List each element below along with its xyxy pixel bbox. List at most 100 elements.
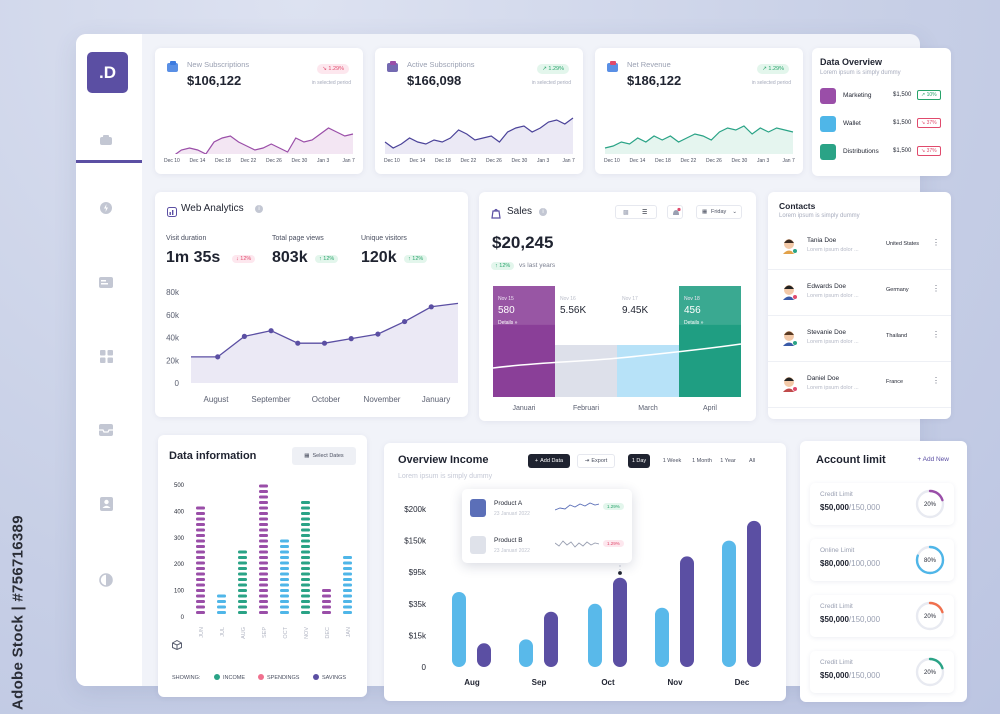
- oi-bar-series2[interactable]: [680, 556, 694, 667]
- oi-bar-series2[interactable]: [544, 611, 558, 667]
- di-bar-segment: [196, 534, 205, 537]
- tooltip-product-row: Product A 23 Januari 2022 1.29%: [470, 497, 626, 525]
- contact-row[interactable]: Stevanie Doe Lorem ipsum dolor ... Thail…: [768, 318, 951, 362]
- grid-view-icon[interactable]: ▩: [623, 210, 629, 216]
- wa-point[interactable]: [348, 336, 354, 342]
- di-bar[interactable]: [301, 501, 310, 614]
- more-options-icon[interactable]: ⋮: [932, 284, 940, 293]
- account-limit-item[interactable]: Credit Limit $50,000/150,000 20%: [810, 483, 954, 525]
- contacts-icon[interactable]: [98, 496, 114, 512]
- inbox-icon[interactable]: [98, 422, 114, 438]
- kpi-card-net-revenue[interactable]: Net Revenue $186,122 ↗ 1.29% in selected…: [595, 48, 803, 174]
- di-bar[interactable]: [259, 484, 268, 615]
- view-toggle[interactable]: ▩ ☰: [615, 205, 657, 219]
- oi-bar-series1[interactable]: [722, 540, 736, 667]
- wa-point[interactable]: [428, 304, 434, 310]
- account-limit-item[interactable]: Credit Limit $50,000/150,000 20%: [810, 595, 954, 637]
- oi-bar-series1[interactable]: [519, 639, 533, 667]
- sales-month-label: Februari: [573, 405, 600, 412]
- contact-row[interactable]: Tania Doe Lorem ipsum dolor ... United S…: [768, 226, 951, 270]
- di-bar[interactable]: [280, 539, 289, 615]
- di-bar[interactable]: [196, 506, 205, 615]
- sales-bar[interactable]: Nov 17 9.45K: [617, 296, 679, 397]
- di-bar-segment: [217, 611, 226, 614]
- contact-row[interactable]: Edwards Doe Lorem ipsum dolor ... German…: [768, 272, 951, 316]
- account-limit-item[interactable]: Online Limit $80,000/100,000 80%: [810, 539, 954, 581]
- data-overview-item[interactable]: Distributions $1,500 ↘ 37%: [820, 142, 943, 162]
- kpi-card-new-subscriptions[interactable]: New Subscriptions $106,122 ↘ 1.29% in se…: [155, 48, 363, 174]
- legend-item[interactable]: SAVINGS: [313, 674, 346, 681]
- contact-row[interactable]: Daniel Doe Lorem ipsum dolor ... France …: [768, 364, 951, 408]
- account-limit-item[interactable]: Credit Limit $50,000/150,000 20%: [810, 651, 954, 693]
- card-icon[interactable]: [98, 274, 114, 290]
- oi-bar-series1[interactable]: [588, 603, 602, 667]
- data-overview-item[interactable]: Wallet $1,500 ↘ 37%: [820, 114, 943, 134]
- document-icon: [470, 536, 486, 554]
- sales-bar-details-link[interactable]: Details »: [498, 320, 518, 326]
- data-overview-badge: ↘ 37%: [917, 146, 941, 156]
- oi-bar-series2[interactable]: [747, 520, 761, 667]
- stat-value: 803k: [272, 249, 308, 266]
- day-dropdown[interactable]: Friday ▦ ⌄: [696, 205, 742, 219]
- more-options-icon[interactable]: ⋮: [932, 238, 940, 247]
- di-bar-segment: [217, 594, 226, 598]
- legend-item[interactable]: INCOME: [214, 674, 245, 681]
- add-data-button[interactable]: + Add Data: [528, 454, 570, 468]
- wa-point[interactable]: [375, 331, 381, 337]
- di-bar-segment: [259, 605, 268, 609]
- sales-bar[interactable]: Nov 18 456 Details »: [679, 286, 741, 397]
- di-bar-segment: [196, 528, 205, 532]
- range-1-day-tab[interactable]: 1 Day: [628, 454, 650, 468]
- wa-point[interactable]: [268, 328, 274, 334]
- range-1-month-tab[interactable]: 1 Month: [692, 458, 712, 464]
- select-dates-button[interactable]: ▦ Select Dates: [292, 447, 356, 465]
- di-bar[interactable]: [343, 556, 352, 614]
- more-options-icon[interactable]: ⋮: [932, 330, 940, 339]
- legend-item[interactable]: SPENDINGS: [258, 674, 299, 681]
- di-bar-segment: [196, 600, 205, 603]
- oi-bar-series2[interactable]: [477, 643, 491, 667]
- sales-bar-fill[interactable]: [555, 345, 617, 397]
- sales-bar[interactable]: Nov 16 5.56K: [555, 296, 617, 397]
- add-new-link[interactable]: + Add New: [917, 456, 949, 463]
- di-bar-segment: [196, 517, 205, 521]
- wa-point[interactable]: [215, 354, 221, 360]
- di-bar[interactable]: [217, 594, 226, 615]
- app-logo[interactable]: .D: [87, 52, 128, 93]
- sales-bar-fill[interactable]: [493, 286, 555, 397]
- di-bar[interactable]: [238, 550, 247, 615]
- theme-toggle-icon[interactable]: [98, 572, 114, 588]
- wa-point[interactable]: [241, 333, 247, 339]
- widgets-icon[interactable]: [98, 348, 114, 364]
- di-bar[interactable]: [322, 589, 331, 614]
- watermark-text: Adobe Stock | #756716389: [9, 515, 27, 710]
- oi-bar-series1[interactable]: [655, 607, 669, 667]
- oi-bar-series2[interactable]: [613, 577, 627, 667]
- info-icon[interactable]: i: [539, 208, 547, 216]
- range-1-week-tab[interactable]: 1 Week: [662, 458, 682, 464]
- oi-bar-series1[interactable]: [452, 591, 466, 667]
- flash-icon[interactable]: [98, 200, 114, 216]
- more-options-icon[interactable]: ⋮: [932, 376, 940, 385]
- sales-bar-details-link[interactable]: Details »: [684, 320, 704, 326]
- home-icon[interactable]: [98, 132, 114, 148]
- info-icon[interactable]: i: [255, 205, 263, 213]
- sales-bar[interactable]: Nov 15 580 Details »: [493, 286, 555, 397]
- export-button[interactable]: ⇥ Export: [577, 454, 615, 468]
- range-all-tab[interactable]: All: [748, 458, 756, 464]
- wa-point[interactable]: [321, 340, 328, 346]
- limit-progress-ring: 80%: [915, 545, 945, 575]
- kpi-card-active-subscriptions[interactable]: Active Subscriptions $166,098 ↗ 1.29% in…: [375, 48, 583, 174]
- sales-bar-fill[interactable]: [617, 345, 679, 397]
- sales-bar-fill[interactable]: [679, 286, 741, 397]
- wa-point[interactable]: [402, 318, 408, 325]
- data-overview-item[interactable]: Marketing $1,500 ↗ 10%: [820, 86, 943, 106]
- ring-percent: 20%: [924, 614, 937, 620]
- range-1-year-tab[interactable]: 1 Year: [720, 458, 736, 464]
- di-bar-segment: [301, 501, 310, 504]
- notification-bell-icon[interactable]: [667, 205, 683, 219]
- di-bar-segment: [280, 594, 289, 598]
- list-view-icon[interactable]: ☰: [642, 210, 648, 216]
- wa-point[interactable]: [295, 340, 301, 346]
- data-overview-label: Marketing: [843, 92, 872, 99]
